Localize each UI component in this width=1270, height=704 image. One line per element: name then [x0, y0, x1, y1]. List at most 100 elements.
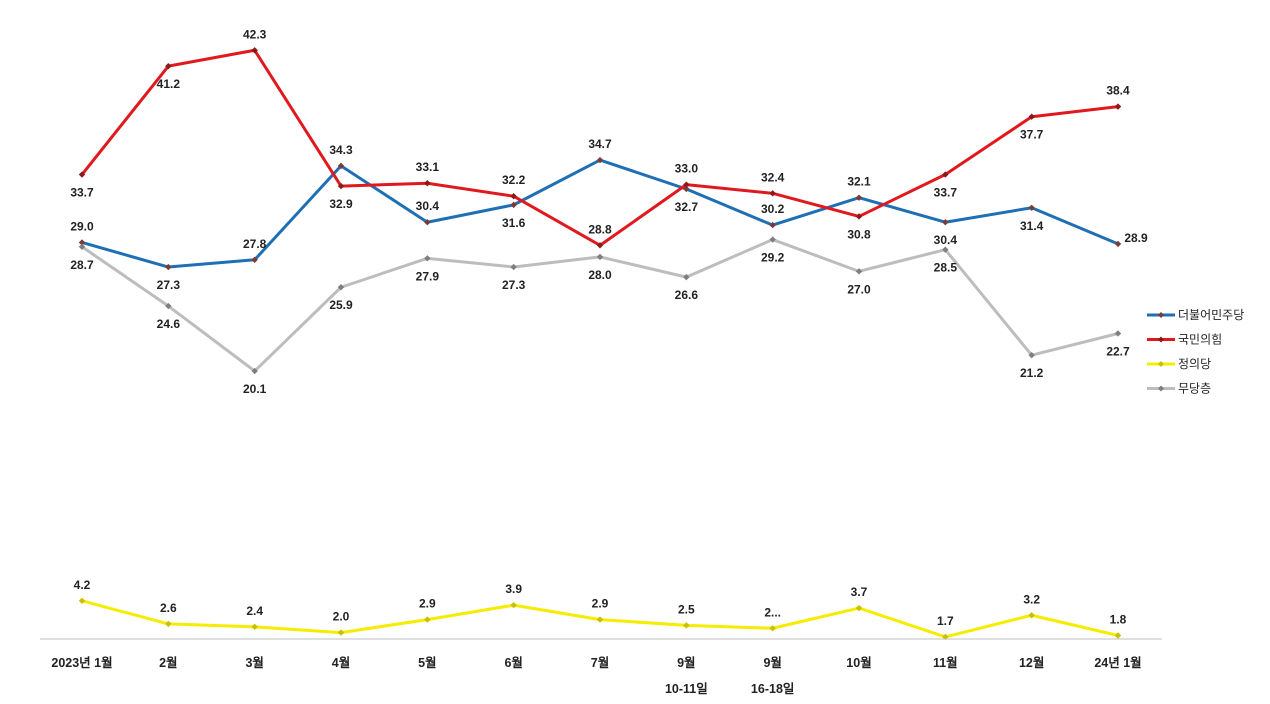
data-label: 3.2: [1023, 592, 1040, 606]
data-point: [251, 256, 258, 263]
data-point: [78, 597, 86, 605]
data-point: [596, 242, 604, 249]
data-label: 22.7: [1106, 344, 1130, 358]
x-tick-label: 2023년 1월: [51, 655, 112, 670]
data-point: [510, 193, 517, 200]
legend-label: 무당층: [1178, 382, 1211, 396]
data-point: [424, 255, 431, 262]
legend-item: 정의당: [1147, 357, 1211, 371]
data-point: [424, 616, 431, 623]
x-tick-label: 7월: [591, 655, 609, 670]
data-point: [337, 182, 345, 190]
data-label: 34.7: [588, 137, 612, 151]
data-point: [683, 185, 690, 193]
data-label: 27.3: [502, 278, 526, 292]
data-label: 42.3: [243, 27, 267, 41]
data-point: [251, 623, 258, 631]
data-label: 41.2: [157, 77, 181, 91]
data-point: [251, 47, 258, 54]
data-label: 32.4: [761, 170, 785, 184]
legend-marker: [1158, 385, 1164, 392]
data-label: 3.9: [505, 582, 522, 596]
data-label: 30.8: [847, 227, 871, 241]
x-tick-label: 24년 1월: [1094, 655, 1141, 670]
data-label: 28.9: [1124, 231, 1148, 245]
series-line-0: [81, 158, 1119, 269]
x-tick-label: 4월: [332, 655, 350, 670]
data-label: 26.6: [675, 288, 699, 302]
data-point: [683, 622, 690, 629]
data-label: 27.8: [243, 237, 267, 251]
data-point: [683, 181, 690, 188]
data-point: [424, 219, 431, 226]
data-point: [1028, 204, 1035, 211]
x-tick-label: 11월: [933, 655, 958, 670]
data-label: 28.5: [934, 261, 958, 275]
x-tick-label: 9월: [677, 655, 695, 670]
data-label: 29.2: [761, 251, 785, 265]
data-point: [78, 171, 86, 178]
legend-marker: [1158, 336, 1164, 343]
x-axis-ticks: 2023년 1월 2월 3월 4월 5월 6월 7월 9월 10-11일 9월 16-18일 10월 1…: [51, 655, 1141, 696]
data-point: [251, 367, 258, 375]
data-point: [855, 194, 863, 201]
data-point: [855, 604, 863, 612]
data-point: [510, 201, 517, 209]
data-label: 2...: [764, 605, 781, 619]
data-label: 25.9: [329, 298, 353, 312]
data-point: [942, 171, 949, 178]
data-label: 33.1: [416, 160, 440, 174]
data-label: 34.3: [329, 143, 353, 157]
data-label: 2.5: [678, 602, 695, 616]
data-point: [165, 62, 172, 70]
legend-label: 더불어민주당: [1178, 308, 1244, 322]
data-label: 33.7: [70, 186, 94, 200]
data-label: 21.2: [1020, 366, 1044, 380]
data-label: 27.0: [847, 282, 871, 296]
data-label: 31.6: [502, 216, 526, 230]
data-point: [769, 190, 776, 197]
data-point: [596, 616, 604, 623]
data-label: 2.9: [419, 597, 436, 611]
data-label: 32.2: [502, 173, 526, 187]
data-point: [769, 625, 776, 632]
data-point: [165, 302, 172, 310]
x-tick-label: 5월: [418, 655, 436, 670]
data-label: 30.4: [934, 233, 958, 247]
data-point: [510, 601, 517, 609]
data-point: [1028, 351, 1035, 359]
data-point: [1114, 330, 1122, 337]
data-label: 27.3: [157, 278, 181, 292]
x-tick-label: 6월: [504, 655, 522, 670]
data-label: 28.8: [588, 222, 612, 236]
x-tick-label: 2월: [159, 655, 177, 670]
data-point: [424, 180, 431, 187]
data-point: [337, 629, 345, 636]
data-point: [1114, 632, 1122, 639]
data-point: [1114, 103, 1122, 110]
data-label: 3.7: [851, 585, 868, 599]
data-point: [855, 268, 863, 275]
data-point: [510, 263, 517, 271]
data-label: 38.4: [1106, 84, 1130, 98]
data-point: [165, 620, 172, 628]
data-label: 24.6: [157, 317, 181, 331]
data-label: 28.0: [588, 268, 612, 282]
data-point: [337, 162, 345, 170]
data-label: 1.8: [1110, 612, 1127, 626]
x-tick-label: 12월: [1019, 655, 1044, 670]
legend-item: 무당층: [1147, 382, 1211, 396]
legend-label: 정의당: [1178, 357, 1211, 371]
legend-label: 국민의힘: [1178, 333, 1222, 347]
data-point: [78, 243, 86, 250]
data-label: 30.2: [761, 202, 785, 216]
series-markers: [78, 47, 1122, 641]
legend-item: 더불어민주당: [1147, 308, 1244, 322]
data-point: [769, 221, 776, 229]
x-tick-label: 16-18일: [751, 682, 794, 696]
x-tick-label: 10-11일: [665, 682, 708, 696]
data-point: [1028, 612, 1035, 619]
data-point: [1028, 113, 1035, 120]
data-label: 32.7: [675, 200, 699, 214]
